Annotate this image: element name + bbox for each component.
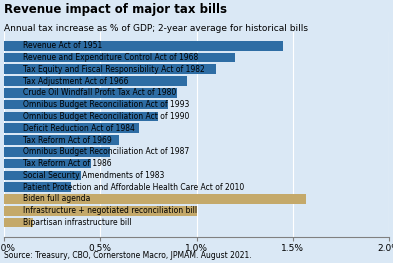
Bar [4, 171, 81, 180]
Text: Revenue Act of 1951: Revenue Act of 1951 [23, 41, 103, 50]
Bar [4, 194, 306, 204]
Bar [4, 218, 33, 227]
Bar [4, 206, 196, 216]
Bar [4, 135, 119, 145]
Text: Revenue impact of major tax bills: Revenue impact of major tax bills [4, 3, 227, 16]
Text: Omnibus Budget Reconciliation Act of 1993: Omnibus Budget Reconciliation Act of 199… [23, 100, 189, 109]
Bar [4, 123, 139, 133]
Text: Source: Treasury, CBO, Cornerstone Macro, JPMAM. August 2021.: Source: Treasury, CBO, Cornerstone Macro… [4, 251, 252, 260]
Text: Omnibus Budget Reconciliation Act of 1987: Omnibus Budget Reconciliation Act of 198… [23, 147, 189, 156]
Bar [4, 182, 72, 192]
Text: Social Security Amendments of 1983: Social Security Amendments of 1983 [23, 171, 165, 180]
Bar [4, 159, 91, 168]
Text: Tax Reform Act of 1969: Tax Reform Act of 1969 [23, 135, 112, 145]
Text: Biden full agenda: Biden full agenda [23, 194, 90, 204]
Text: Deficit Reduction Act of 1984: Deficit Reduction Act of 1984 [23, 124, 135, 133]
Text: Tax Reform Act of 1986: Tax Reform Act of 1986 [23, 159, 112, 168]
Text: Omnibus Budget Reconciliation Act of 1990: Omnibus Budget Reconciliation Act of 199… [23, 112, 189, 121]
Text: Patient Protection and Affordable Health Care Act of 2010: Patient Protection and Affordable Health… [23, 183, 244, 192]
Text: Tax Adjustment Act of 1966: Tax Adjustment Act of 1966 [23, 77, 129, 85]
Text: Tax Equity and Fiscal Responsibility Act of 1982: Tax Equity and Fiscal Responsibility Act… [23, 65, 205, 74]
Bar [4, 41, 283, 50]
Bar [4, 147, 110, 157]
Text: Revenue and Expenditure Control Act of 1968: Revenue and Expenditure Control Act of 1… [23, 53, 198, 62]
Bar [4, 100, 168, 109]
Bar [4, 64, 216, 74]
Text: Annual tax increase as % of GDP; 2-year average for historical bills: Annual tax increase as % of GDP; 2-year … [4, 24, 308, 33]
Bar [4, 76, 187, 86]
Bar [4, 112, 158, 121]
Bar [4, 53, 235, 62]
Text: Crude Oil Windfall Profit Tax Act of 1980: Crude Oil Windfall Profit Tax Act of 198… [23, 88, 176, 97]
Text: Infrastructure + negotiated reconciliation bill: Infrastructure + negotiated reconciliati… [23, 206, 197, 215]
Bar [4, 88, 177, 98]
Text: Bipartisan infrastructure bill: Bipartisan infrastructure bill [23, 218, 132, 227]
